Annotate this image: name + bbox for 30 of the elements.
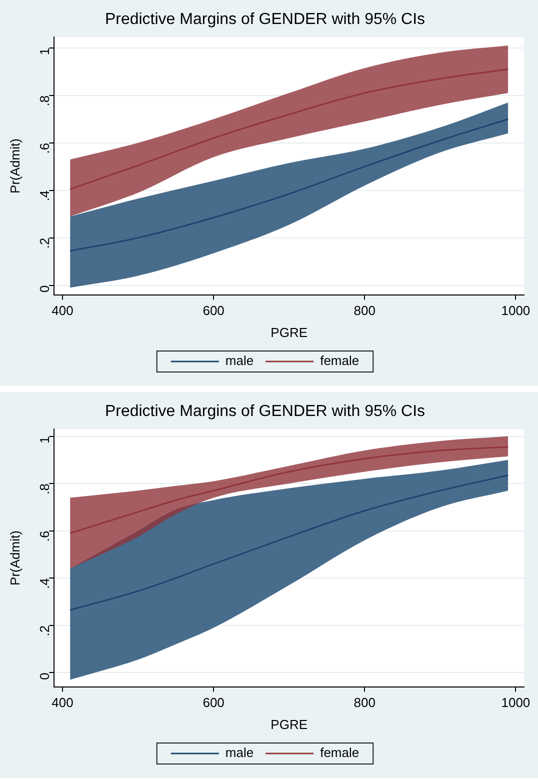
y-tick-label: .2 xyxy=(36,238,52,249)
x-tick-label: 400 xyxy=(52,695,74,710)
x-tick-label: 400 xyxy=(52,303,74,318)
chart-title: Predictive Margins of GENDER with 95% CIs xyxy=(104,403,426,420)
legend-label: female xyxy=(320,353,360,368)
legend-label: male xyxy=(225,745,254,760)
y-tick-label: .4 xyxy=(36,190,52,202)
y-tick-label: .2 xyxy=(36,625,52,636)
y-tick-label: 0 xyxy=(36,285,52,293)
y-tick-label: .4 xyxy=(36,578,52,589)
x-tick-label: 800 xyxy=(354,303,376,318)
x-tick-label: 600 xyxy=(202,303,224,318)
y-axis-title: Pr(Admit) xyxy=(7,138,22,194)
y-tick-label: 0 xyxy=(36,672,52,680)
y-axis-title: Pr(Admit) xyxy=(7,530,22,586)
x-tick-label: 800 xyxy=(354,695,376,710)
y-tick-label: 1 xyxy=(36,48,52,56)
x-axis-title: PGRE xyxy=(270,324,308,340)
x-tick-label: 600 xyxy=(202,695,224,710)
x-tick-label: 1000 xyxy=(501,303,530,318)
legend-label: female xyxy=(320,745,360,760)
x-tick-label: 1000 xyxy=(501,695,530,710)
y-tick-label: .8 xyxy=(36,484,52,494)
x-axis-title: PGRE xyxy=(270,716,308,732)
legend-label: male xyxy=(225,353,254,368)
y-tick-label: .6 xyxy=(36,142,52,154)
chart-title: Predictive Margins of GENDER with 95% CIs xyxy=(104,11,426,28)
y-tick-label: .8 xyxy=(36,95,52,106)
y-tick-label: .6 xyxy=(36,530,52,542)
y-tick-label: 1 xyxy=(36,436,52,444)
